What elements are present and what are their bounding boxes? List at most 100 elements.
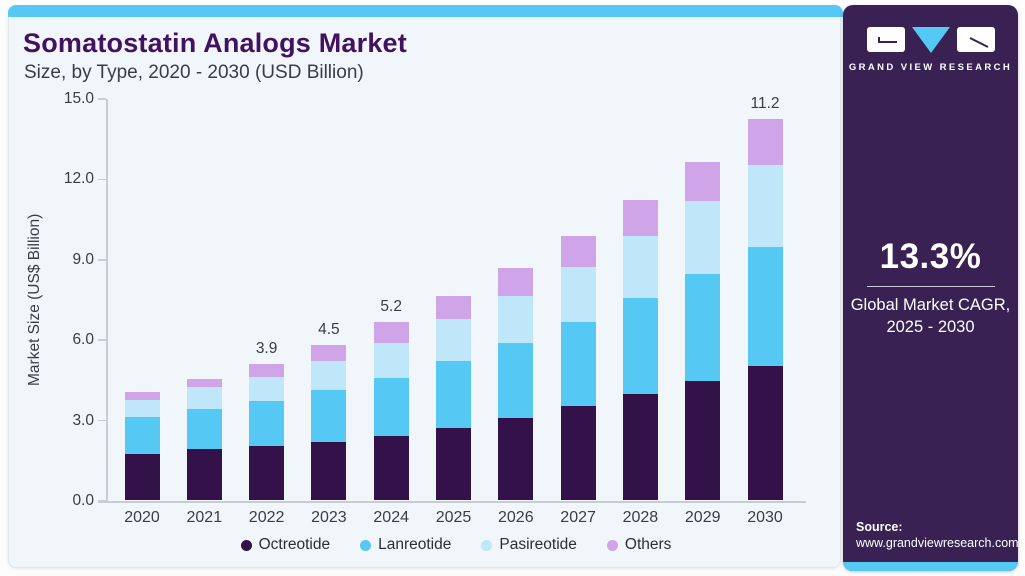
bar-2020 xyxy=(124,391,160,500)
y-tick-label: 6.0 xyxy=(72,331,94,349)
bar-segment-others-2028 xyxy=(622,199,658,237)
logo-g-block-icon xyxy=(866,27,905,52)
cagr-divider xyxy=(866,286,995,287)
y-tick-mark xyxy=(98,259,106,261)
cagr-label-line1: Global Market CAGR, xyxy=(850,296,1011,314)
card-top-accent-strip xyxy=(8,5,843,17)
gvr-logo-wordmark: GRAND VIEW RESEARCH xyxy=(848,62,1013,73)
plot-area: 0.0 3.0 6.0 9.0 12.0 15.0 2020 2021 3.9 2022 4.5 20… xyxy=(64,90,806,526)
y-axis-line xyxy=(106,99,108,502)
cagr-value: 13.3% xyxy=(879,237,982,276)
bar-segment-pasireotide-2029 xyxy=(685,201,721,274)
x-tick-label-2026: 2026 xyxy=(498,509,534,526)
bar-segment-pasireotide-2027 xyxy=(560,266,596,322)
bar-segment-octreotide-2022 xyxy=(249,446,285,500)
bar-segment-others-2024 xyxy=(373,322,409,344)
y-tick-label: 12.0 xyxy=(63,170,94,188)
sidebar-bottom-accent-strip xyxy=(843,562,1018,571)
legend-dot-octreotide xyxy=(240,539,252,551)
bar-2029 xyxy=(685,162,721,500)
x-tick-label-2030: 2030 xyxy=(747,509,783,526)
gvr-logo-marks xyxy=(843,27,1018,54)
bar-segment-pasireotide-2022 xyxy=(249,376,285,401)
legend-item-pasireotide: Pasireotide xyxy=(481,536,577,554)
y-tick-label: 3.0 xyxy=(72,411,94,429)
bar-segment-others-2023 xyxy=(311,345,347,361)
x-tick-label-2023: 2023 xyxy=(311,509,347,526)
source-block: Source: www.grandviewresearch.com xyxy=(856,520,1019,550)
bar-segment-others-2029 xyxy=(685,162,721,202)
bar-segment-octreotide-2023 xyxy=(311,442,347,500)
bar-segment-octreotide-2030 xyxy=(747,366,783,500)
bar-segment-lanreotide-2027 xyxy=(560,321,596,407)
x-tick-label-2028: 2028 xyxy=(622,509,659,526)
bar-segment-octreotide-2025 xyxy=(436,427,471,500)
x-tick-label-2027: 2027 xyxy=(560,509,596,526)
bar-2021 xyxy=(186,378,222,500)
legend-label-pasireotide: Pasireotide xyxy=(499,536,577,553)
bar-2028 xyxy=(622,199,658,500)
bar-segment-pasireotide-2021 xyxy=(186,387,222,409)
legend-dot-others xyxy=(606,539,618,551)
bar-segment-octreotide-2026 xyxy=(498,418,534,500)
bar-segment-octreotide-2027 xyxy=(560,406,596,500)
bar-2023: 4.5 xyxy=(311,321,347,500)
y-tick-label: 9.0 xyxy=(72,250,94,268)
x-tick-label-2024: 2024 xyxy=(373,509,409,526)
bar-segment-pasireotide-2024 xyxy=(373,343,409,379)
bar-segment-octreotide-2020 xyxy=(124,454,160,500)
bar-value-label-2023: 4.5 xyxy=(318,321,340,339)
x-tick-label-2025: 2025 xyxy=(435,509,472,526)
bar-segment-pasireotide-2030 xyxy=(747,165,783,247)
logo-v-triangle-icon xyxy=(911,27,950,53)
legend-item-lanreotide: Lanreotide xyxy=(360,536,451,554)
legend-dot-lanreotide xyxy=(360,539,372,551)
bar-segment-octreotide-2028 xyxy=(622,394,658,500)
bar-2022: 3.9 xyxy=(249,340,285,500)
source-url: www.grandviewresearch.com xyxy=(856,536,1019,550)
bar-value-label-2024: 5.2 xyxy=(380,298,402,316)
bar-segment-lanreotide-2022 xyxy=(249,400,285,447)
legend-item-others: Others xyxy=(606,536,672,554)
legend-label-lanreotide: Lanreotide xyxy=(378,536,452,553)
bar-2025 xyxy=(436,296,471,500)
chart-card: Somatostatin Analogs Market Size, by Typ… xyxy=(8,5,843,568)
bar-segment-pasireotide-2026 xyxy=(498,296,534,344)
bar-segment-lanreotide-2030 xyxy=(747,246,783,366)
bar-segment-lanreotide-2029 xyxy=(685,273,721,381)
bar-segment-others-2026 xyxy=(498,268,534,297)
bar-segment-lanreotide-2025 xyxy=(436,360,471,428)
bar-2027 xyxy=(560,236,596,500)
bar-segment-others-2021 xyxy=(186,378,222,388)
x-tick-label-2020: 2020 xyxy=(124,509,160,526)
bar-segment-lanreotide-2028 xyxy=(622,297,658,395)
bar-segment-others-2030 xyxy=(747,119,783,166)
bar-value-label-2030: 11.2 xyxy=(750,95,780,113)
y-tick-label: 0.0 xyxy=(72,492,94,509)
chart-subtitle: Size, by Type, 2020 - 2030 (USD Billion) xyxy=(24,62,364,83)
x-tick-label-2022: 2022 xyxy=(248,509,285,526)
chart-title: Somatostatin Analogs Market xyxy=(23,28,407,58)
y-tick-mark xyxy=(98,419,106,422)
legend-label-others: Others xyxy=(624,536,672,553)
bar-value-label-2022: 3.9 xyxy=(255,339,278,357)
gvr-logo: GRAND VIEW RESEARCH xyxy=(843,27,1018,73)
bar-2026 xyxy=(498,268,534,500)
y-tick-label: 15.0 xyxy=(63,90,94,107)
y-axis-title: Market Size (US$ Billion) xyxy=(26,213,43,387)
bar-segment-octreotide-2029 xyxy=(685,380,721,500)
bar-segment-others-2020 xyxy=(124,391,160,400)
source-label: Source: xyxy=(856,520,903,534)
y-tick-mark xyxy=(98,339,106,341)
y-tick-mark xyxy=(98,98,106,100)
bar-segment-pasireotide-2025 xyxy=(436,319,471,361)
legend-dot-pasireotide xyxy=(481,539,493,551)
bar-segment-lanreotide-2023 xyxy=(311,390,347,443)
bar-2024: 5.2 xyxy=(373,298,409,500)
cagr-label-line2: 2025 - 2030 xyxy=(886,317,975,336)
bar-segment-pasireotide-2020 xyxy=(124,399,160,417)
legend-label-octreotide: Octreotide xyxy=(258,536,331,553)
bar-segment-others-2022 xyxy=(249,363,285,377)
legend-item-octreotide: Octreotide xyxy=(240,536,331,554)
bar-segment-others-2025 xyxy=(436,296,471,320)
